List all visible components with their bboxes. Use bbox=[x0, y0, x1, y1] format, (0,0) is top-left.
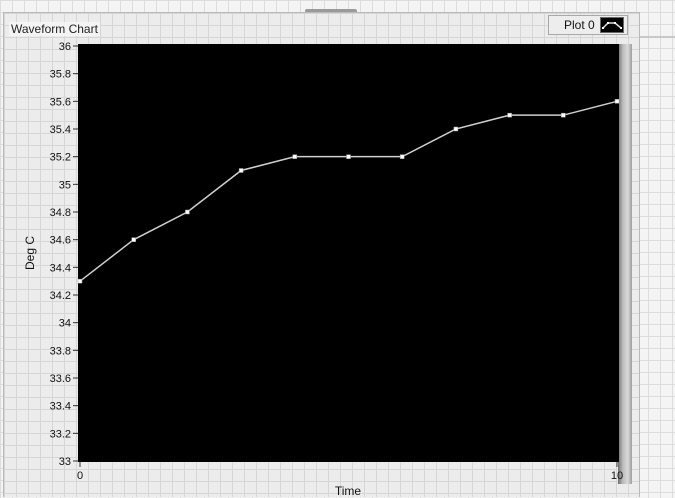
data-point bbox=[131, 237, 136, 242]
data-point bbox=[614, 99, 620, 104]
data-point bbox=[238, 168, 244, 173]
y-axis-title: Deg C bbox=[23, 235, 37, 271]
y-tick-label: 35.8 bbox=[50, 69, 71, 81]
data-point bbox=[561, 112, 566, 118]
panel-divider bbox=[638, 36, 675, 38]
y-tick-label: 35 bbox=[59, 179, 71, 191]
y-tick-label: 35.4 bbox=[50, 124, 71, 136]
y-tick-label: 34.4 bbox=[50, 262, 71, 274]
x-tick-label: 10 bbox=[611, 470, 623, 482]
panel-resize-handle[interactable] bbox=[305, 9, 357, 13]
data-point bbox=[346, 154, 351, 159]
legend-plot-label: Plot 0 bbox=[564, 18, 595, 32]
data-point bbox=[292, 154, 298, 159]
series-line bbox=[79, 100, 618, 282]
y-tick-label: 35.6 bbox=[50, 96, 71, 108]
data-point bbox=[399, 154, 405, 159]
y-tick-label: 34.2 bbox=[50, 290, 71, 302]
plot-area[interactable] bbox=[78, 44, 619, 462]
plot-legend[interactable]: Plot 0 bbox=[548, 15, 628, 35]
y-tick-label: 34 bbox=[59, 318, 71, 330]
x-axis-title: Time bbox=[334, 484, 362, 498]
data-point bbox=[77, 278, 83, 284]
y-tick-label: 33.8 bbox=[50, 345, 71, 357]
y-tick-label: 33 bbox=[59, 456, 71, 468]
chart-title: Waveform Chart bbox=[9, 22, 100, 36]
y-tick-label: 36 bbox=[59, 41, 71, 53]
y-tick-label: 33.6 bbox=[50, 373, 71, 385]
y-tick-label: 34.6 bbox=[50, 235, 71, 247]
data-point bbox=[507, 112, 512, 118]
x-tick-label: 0 bbox=[77, 470, 83, 482]
data-point bbox=[185, 209, 190, 215]
chart-frame-edge bbox=[618, 44, 632, 484]
y-tick-label: 33.4 bbox=[50, 401, 71, 413]
plot-style-icon[interactable] bbox=[600, 17, 624, 33]
data-point bbox=[453, 126, 459, 132]
y-tick-label: 34.8 bbox=[50, 207, 71, 219]
y-tick-label: 35.2 bbox=[50, 152, 71, 164]
y-tick-label: 33.2 bbox=[50, 428, 71, 440]
